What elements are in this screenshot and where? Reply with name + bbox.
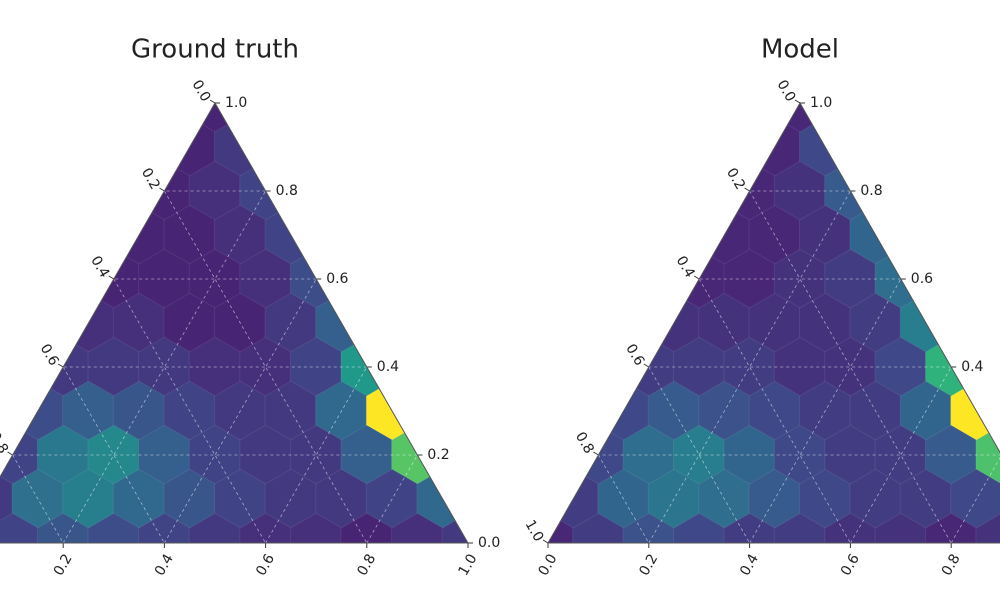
tick-mark	[542, 539, 549, 544]
hexbin	[975, 512, 1000, 543]
grid-line	[366, 454, 418, 544]
bottom-tick-label: 0.4	[152, 551, 177, 578]
right-tick-label: 0.8	[860, 183, 882, 199]
right-tick-label: 1.0	[810, 95, 832, 111]
left-tick-label: 0.6	[37, 341, 62, 368]
tick-mark	[159, 187, 165, 192]
plot-frame	[547, 101, 1000, 544]
hexbins	[0, 103, 468, 543]
plot-frame	[0, 101, 469, 544]
left-tick-label: 0.4	[87, 253, 112, 280]
grid-line	[12, 454, 64, 544]
tick-mark	[643, 363, 650, 368]
tick-mark	[693, 275, 700, 280]
ternary-plot: Ground truth0.00.00.00.20.20.20.40.40.40…	[0, 35, 500, 579]
chart-title: Ground truth	[131, 35, 299, 65]
left-tick-label: 0.4	[673, 253, 698, 280]
tick-mark	[7, 451, 13, 456]
grid-line	[749, 190, 952, 544]
bottom-tick-label: 0.6	[838, 551, 863, 578]
bottom-tick-label: 0.8	[939, 551, 964, 578]
hexbins	[548, 103, 1000, 543]
left-tick-label: 0.8	[572, 429, 597, 456]
left-tick-label: 0.0	[189, 77, 214, 104]
grid-line	[950, 456, 1000, 544]
chart-title: Model	[761, 35, 839, 65]
left-tick-label: 0.6	[622, 341, 647, 368]
tick-mark	[744, 187, 750, 192]
right-tick-label: 0.8	[276, 183, 298, 199]
left-tick-label: 1.0	[522, 517, 547, 544]
hexbin	[975, 424, 1000, 486]
bottom-tick-label: 0.2	[636, 551, 661, 578]
grid-line	[164, 278, 317, 544]
left-tick-label: 0.2	[723, 165, 748, 192]
right-tick-label: 0.2	[427, 447, 449, 463]
bottom-tick-label: 0.6	[253, 551, 278, 578]
grid-line	[648, 190, 851, 544]
bottom-tick-label: 1.0	[456, 551, 481, 578]
grid-line	[113, 278, 266, 544]
grid-line	[598, 454, 650, 544]
bottom-tick-label: 0.8	[354, 551, 379, 578]
tick-mark	[593, 451, 599, 456]
ternary-plot: Model0.00.00.00.20.20.20.40.40.40.60.60.…	[522, 35, 1000, 579]
left-tick-label: 0.0	[774, 77, 799, 104]
right-tick-label: 0.6	[326, 271, 348, 287]
grid-line	[648, 366, 750, 544]
right-tick-label: 0.0	[478, 535, 500, 551]
hexbin	[441, 512, 468, 543]
grid-line	[265, 366, 368, 544]
tick-mark	[108, 275, 115, 280]
bottom-tick-label: 0.4	[737, 551, 762, 578]
right-tick-label: 0.4	[961, 359, 983, 375]
right-tick-label: 1.0	[225, 95, 247, 111]
bottom-tick-label: 0.2	[51, 551, 76, 578]
bottom-tick-label: 0.0	[536, 551, 561, 578]
grid-line	[62, 366, 165, 544]
grid-line	[850, 366, 952, 544]
right-tick-label: 0.4	[377, 359, 399, 375]
grid-line	[164, 190, 368, 544]
right-tick-label: 0.6	[911, 271, 933, 287]
tick-mark	[794, 99, 801, 104]
grid-line	[698, 278, 851, 544]
left-tick-label: 0.8	[0, 429, 11, 456]
grid-line	[62, 190, 266, 544]
grid-line	[749, 278, 902, 544]
left-tick-label: 0.2	[138, 165, 163, 192]
tick-mark	[209, 99, 216, 104]
tick-mark	[57, 363, 64, 368]
